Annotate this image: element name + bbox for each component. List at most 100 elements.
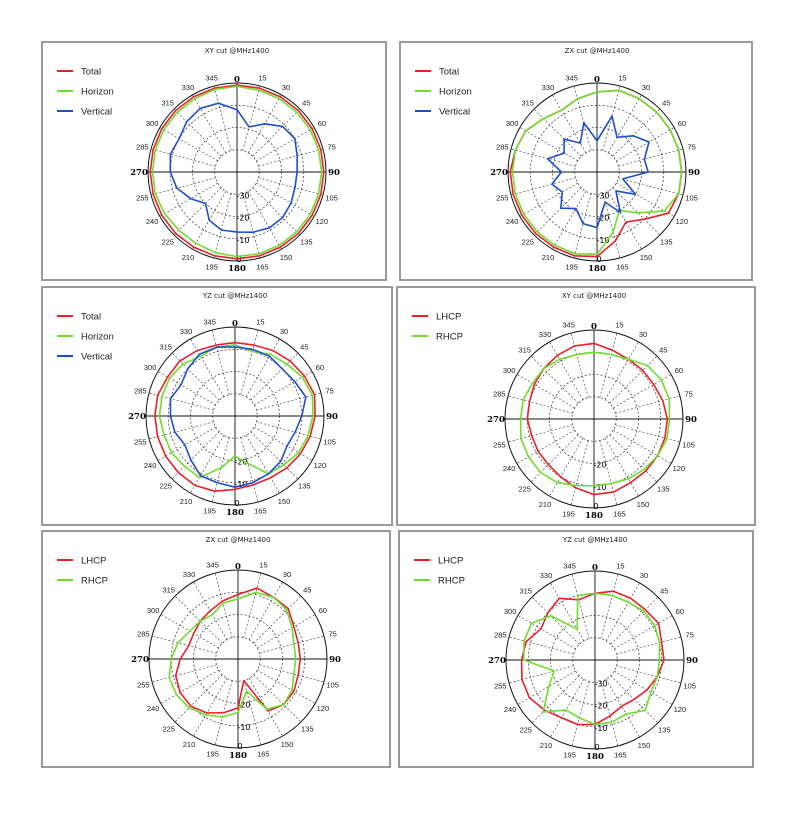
angle-tick-label: 210 xyxy=(183,740,196,749)
radial-tick-label: -30 xyxy=(594,679,607,688)
grid-spoke xyxy=(614,670,673,705)
angle-tick-label: 285 xyxy=(496,143,509,152)
angle-tick-label: 225 xyxy=(519,725,532,734)
angle-tick-label: 45 xyxy=(662,99,670,108)
angle-tick-label: 255 xyxy=(494,681,507,690)
angle-tick-label: 180 xyxy=(588,264,606,274)
angle-tick-label: 165 xyxy=(613,510,626,519)
grid-spoke xyxy=(157,371,216,406)
angle-tick-label: 60 xyxy=(678,119,686,128)
chart-title: ZX cut @MHz1400 xyxy=(206,536,271,544)
grid-spoke xyxy=(242,193,261,259)
polar-chart-yz-cut-1: YZ cut @MHz1400 0 15 30 45 60 75 90 105 120 135 150… xyxy=(57,292,338,518)
series-line-vertical xyxy=(546,115,650,229)
angle-tick-label: 225 xyxy=(162,724,175,733)
chart-panel-xy-cut-1: XY cut @MHz1400 0 15 30 45 60 75 90 105 120 135 150… xyxy=(41,41,387,281)
series-line-rhcp xyxy=(168,591,297,718)
angle-tick-label: 300 xyxy=(147,606,160,615)
grid-spoke xyxy=(599,332,618,398)
grid-spoke xyxy=(245,435,280,494)
grid-spoke xyxy=(517,670,576,705)
grid-spoke xyxy=(604,341,639,400)
radial-tick-label: -30 xyxy=(596,191,609,200)
grid-spoke xyxy=(533,108,582,157)
legend-label: Vertical xyxy=(439,107,470,118)
grid-spoke xyxy=(549,438,584,497)
grid-spoke xyxy=(552,191,587,250)
angle-tick-label: 120 xyxy=(316,217,329,226)
angle-tick-label: 330 xyxy=(542,83,555,92)
grid-spoke xyxy=(150,177,216,196)
angle-tick-label: 120 xyxy=(676,217,689,226)
legend-label: Vertical xyxy=(81,352,112,363)
radial-tick-label: -10 xyxy=(593,483,606,492)
legend-label: RHCP xyxy=(438,576,465,587)
angle-tick-label: 135 xyxy=(660,237,673,246)
angle-tick-label: 180 xyxy=(228,264,246,274)
grid-spoke xyxy=(252,108,301,157)
angle-tick-label: 225 xyxy=(518,484,531,493)
radial-tick-label: -10 xyxy=(594,724,607,733)
polar-chart-zx-cut-2: ZX cut @MHz1400 0 15 30 45 60 75 90 105 120 135 150… xyxy=(57,536,341,761)
angle-tick-label: 15 xyxy=(615,320,623,329)
angle-tick-label: 330 xyxy=(183,570,196,579)
grid-spoke xyxy=(570,332,589,398)
angle-tick-label: 315 xyxy=(519,587,532,596)
series-line-rhcp xyxy=(523,592,661,726)
angle-tick-label: 195 xyxy=(562,510,575,519)
grid-spoke xyxy=(533,187,582,236)
angle-tick-label: 165 xyxy=(616,263,629,272)
grid-spoke xyxy=(240,329,259,395)
angle-tick-label: 90 xyxy=(329,655,341,665)
angle-tick-label: 180 xyxy=(226,508,244,518)
chart-panel-zx-cut-1: ZX cut @MHz1400 0 15 30 45 60 75 90 105 120 135 150… xyxy=(399,41,753,281)
angle-tick-label: 90 xyxy=(688,168,700,178)
grid-spoke xyxy=(516,429,575,464)
angle-tick-label: 210 xyxy=(180,497,193,506)
chart-panel-yz-cut-2: YZ cut @MHz1400 0 15 30 45 60 75 90 105 120 135 150… xyxy=(398,530,754,768)
chart-panel-zx-cut-2: ZX cut @MHz1400 0 15 30 45 60 75 90 105 120 135 150… xyxy=(41,530,391,768)
angle-tick-label: 180 xyxy=(585,511,603,521)
grid-spoke xyxy=(211,437,230,503)
angle-tick-label: 285 xyxy=(137,630,150,639)
angle-tick-label: 300 xyxy=(506,119,519,128)
angle-tick-label: 0 xyxy=(235,562,241,572)
radial-tick-label: -20 xyxy=(234,458,247,467)
grid-spoke xyxy=(174,595,223,644)
grid-spoke xyxy=(530,434,579,483)
grid-spoke xyxy=(612,187,661,236)
grid-spoke xyxy=(549,341,584,400)
grid-spoke xyxy=(214,572,233,638)
chart-panel-xy-cut-2: XY cut @MHz1400 0 15 30 45 60 75 90 105 120 135 150… xyxy=(396,286,756,526)
grid-spoke xyxy=(160,669,219,704)
angle-tick-label: 75 xyxy=(325,387,333,396)
legend-label: LHCP xyxy=(81,556,106,567)
angle-tick-label: 210 xyxy=(540,741,553,750)
grid-spoke xyxy=(190,338,225,397)
angle-tick-label: 0 xyxy=(594,75,600,85)
angle-tick-label: 270 xyxy=(487,415,505,425)
angle-tick-label: 240 xyxy=(504,705,517,714)
grid-spoke xyxy=(531,675,580,724)
angle-tick-label: 270 xyxy=(130,168,148,178)
angle-tick-label: 210 xyxy=(542,253,555,262)
grid-spoke xyxy=(159,127,218,162)
angle-tick-label: 285 xyxy=(494,631,507,640)
grid-spoke xyxy=(616,182,675,217)
grid-spoke xyxy=(615,424,681,443)
grid-spoke xyxy=(248,581,283,640)
angle-tick-label: 0 xyxy=(234,75,240,85)
legend-label: LHCP xyxy=(438,556,463,567)
polar-grid xyxy=(145,326,325,506)
angle-tick-label: 180 xyxy=(229,751,247,761)
angle-tick-label: 135 xyxy=(300,237,313,246)
angle-tick-label: 45 xyxy=(659,346,667,355)
grid-spoke xyxy=(253,595,302,644)
legend-label: Vertical xyxy=(81,107,112,118)
grid-spoke xyxy=(250,352,299,401)
angle-tick-label: 195 xyxy=(563,751,576,760)
grid-spoke xyxy=(507,424,573,443)
radial-tick-label: -10 xyxy=(234,480,247,489)
radial-tick-label: 0 xyxy=(237,742,242,751)
radial-tick-label: 0 xyxy=(234,499,239,508)
